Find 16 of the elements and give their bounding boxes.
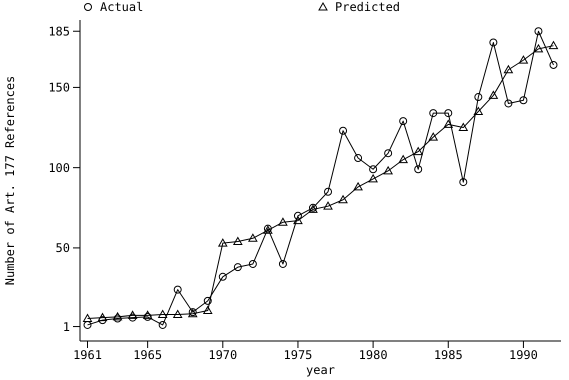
- y-tick-label: 1: [62, 320, 70, 334]
- legend-label: Actual: [100, 0, 144, 14]
- x-tick-label: 1965: [133, 348, 162, 362]
- y-tick-label: 150: [48, 80, 70, 95]
- x-tick-label: 1970: [208, 348, 238, 362]
- x-tick-label: 1975: [284, 348, 312, 362]
- legend-label: Predicted: [335, 0, 400, 14]
- y-tick-label: 50: [56, 241, 70, 256]
- x-tick-label: 1961: [73, 348, 102, 362]
- x-tick-label: 1990: [508, 348, 538, 362]
- x-tick-label: 1980: [358, 348, 388, 362]
- x-axis-title: year: [306, 363, 335, 377]
- y-axis-title: Number of Art. 177 References: [3, 76, 17, 286]
- x-tick-label: 1985: [434, 348, 463, 362]
- y-tick-label: 100: [48, 160, 70, 175]
- y-tick-label: 185: [48, 24, 70, 38]
